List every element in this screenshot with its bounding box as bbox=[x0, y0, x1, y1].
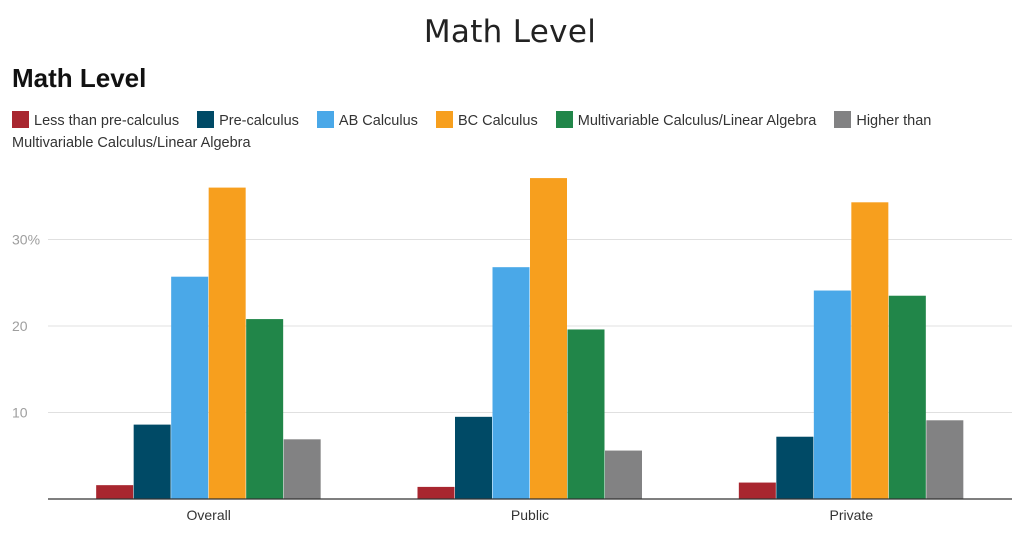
bar bbox=[776, 436, 814, 499]
bar bbox=[283, 439, 321, 499]
legend-swatch bbox=[435, 111, 453, 128]
bar bbox=[417, 486, 455, 499]
legend-item: Pre-calculus bbox=[197, 111, 299, 129]
x-category-label: Overall bbox=[186, 507, 230, 523]
legend-swatch bbox=[555, 111, 573, 128]
legend-label: AB Calculus bbox=[338, 113, 418, 129]
bar bbox=[171, 276, 209, 499]
legend-item: AB Calculus bbox=[316, 111, 418, 129]
y-tick-label: 10 bbox=[12, 405, 28, 421]
legend-label: Less than pre-calculus bbox=[34, 113, 180, 129]
bar bbox=[208, 187, 246, 499]
legend-swatch bbox=[834, 111, 852, 128]
page-title: Math Level bbox=[423, 14, 597, 50]
bar bbox=[567, 329, 605, 499]
chart-title: Math Level bbox=[12, 63, 147, 93]
bar bbox=[888, 295, 926, 499]
bar bbox=[738, 482, 776, 499]
legend-label: Higher than Multivariable Calculus/Linea… bbox=[12, 113, 932, 151]
y-tick-label: 20 bbox=[12, 318, 28, 334]
bar bbox=[813, 290, 851, 499]
legend-swatch bbox=[316, 111, 334, 128]
chart-legend: Less than pre-calculus Pre-calculus AB C… bbox=[12, 110, 1002, 154]
bar bbox=[455, 416, 492, 499]
x-category-label: Private bbox=[830, 507, 874, 523]
y-tick-label: 30% bbox=[12, 232, 40, 248]
bar bbox=[246, 319, 284, 499]
legend-item: Less than pre-calculus bbox=[12, 111, 180, 129]
bar bbox=[926, 420, 964, 499]
bar bbox=[492, 267, 530, 499]
legend-label: Pre-calculus bbox=[219, 113, 299, 129]
legend-item: Higher than Multivariable Calculus/Linea… bbox=[12, 111, 932, 151]
bar bbox=[96, 485, 134, 499]
x-category-label: Public bbox=[511, 507, 549, 523]
legend-swatch bbox=[12, 111, 29, 128]
bar bbox=[530, 178, 567, 499]
bar bbox=[851, 202, 889, 499]
legend-label: Multivariable Calculus/Linear Algebra bbox=[577, 113, 817, 129]
legend-item: BC Calculus bbox=[435, 111, 538, 129]
bar bbox=[605, 450, 642, 499]
legend-label: BC Calculus bbox=[457, 113, 538, 129]
bar bbox=[133, 424, 171, 499]
legend-item: Multivariable Calculus/Linear Algebra bbox=[555, 111, 817, 129]
legend-swatch bbox=[197, 111, 215, 128]
